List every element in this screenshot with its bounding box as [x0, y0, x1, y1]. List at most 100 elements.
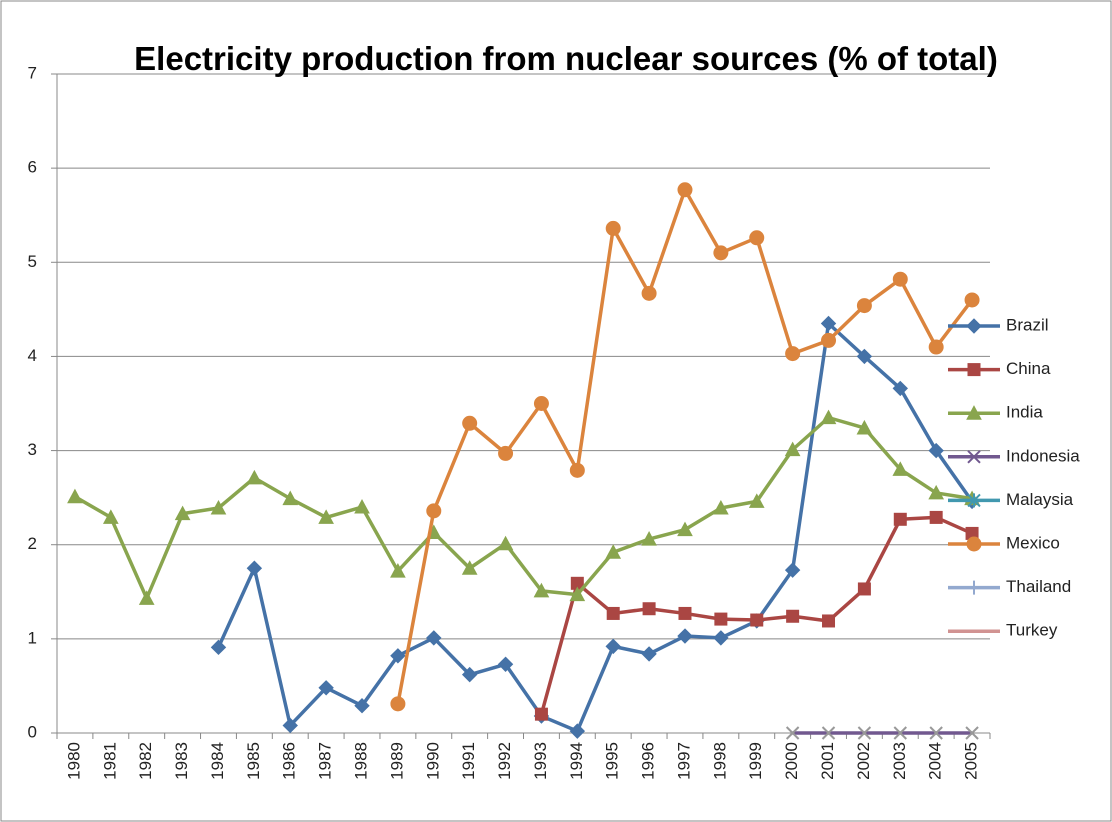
series-marker [821, 332, 837, 348]
series-marker [784, 441, 801, 457]
legend-marker [967, 450, 981, 464]
series-marker [857, 582, 871, 596]
series-marker [786, 609, 800, 623]
series-marker [605, 220, 621, 236]
series-marker [965, 726, 979, 740]
series-marker [67, 488, 83, 504]
series-marker [282, 717, 298, 734]
x-tick-label: 1987 [316, 742, 335, 780]
series-marker [605, 544, 622, 559]
series-marker [713, 499, 729, 515]
legend-label: China [1006, 359, 1051, 378]
x-tick-label: 1988 [352, 742, 371, 780]
series-marker [893, 726, 907, 740]
series-marker [928, 339, 944, 355]
x-tick-label: 2005 [962, 742, 981, 780]
series-marker [354, 697, 370, 714]
series-marker [856, 298, 872, 314]
series-marker [498, 445, 514, 461]
series-marker [748, 493, 765, 508]
series-marker [713, 630, 729, 646]
legend-label: Brazil [1006, 315, 1049, 334]
series-marker [210, 499, 227, 515]
x-tick-label: 1983 [172, 742, 191, 780]
y-tick-label: 2 [28, 534, 37, 553]
x-tick-label: 1997 [674, 742, 693, 780]
series-marker [856, 419, 873, 435]
series-marker [750, 613, 764, 627]
y-tick-label: 4 [28, 346, 37, 365]
series-marker [822, 614, 836, 628]
series-marker [714, 612, 728, 626]
series-marker [390, 648, 406, 664]
series-marker [677, 521, 693, 537]
series-marker [210, 639, 227, 656]
x-tick-label: 1986 [280, 742, 299, 780]
legend-label: India [1006, 403, 1043, 422]
series-marker [749, 230, 765, 246]
series-marker [785, 346, 801, 362]
y-tick-label: 5 [28, 252, 37, 271]
series-marker [462, 415, 478, 431]
series-marker [713, 245, 729, 261]
y-tick-label: 3 [28, 440, 37, 459]
series-marker [246, 560, 263, 576]
legend-marker [967, 363, 981, 377]
series-marker [497, 535, 514, 551]
series-marker [569, 586, 586, 602]
x-tick-label: 1981 [100, 742, 119, 780]
series-marker [641, 285, 657, 301]
x-tick-label: 1985 [244, 742, 263, 780]
series-marker [318, 509, 334, 524]
series-marker [641, 646, 657, 662]
x-tick-label: 2002 [854, 742, 873, 780]
series-marker [246, 469, 263, 485]
x-tick-label: 2000 [782, 742, 801, 780]
series-marker [461, 560, 478, 575]
series-marker [533, 396, 549, 411]
legend-label: Mexico [1006, 533, 1060, 552]
chart-title: Electricity production from nuclear sour… [134, 40, 998, 77]
series-marker [641, 531, 657, 546]
series-marker [892, 271, 908, 287]
x-tick-label: 1996 [639, 742, 658, 780]
series-marker [569, 462, 585, 478]
series-marker [929, 726, 943, 740]
series-marker [426, 503, 442, 519]
series-marker [928, 484, 945, 500]
series-marker [893, 512, 907, 526]
series-marker [785, 726, 800, 740]
legend-marker [967, 580, 981, 595]
series-marker [354, 499, 370, 514]
x-tick-label: 1989 [387, 742, 406, 780]
x-tick-label: 2004 [926, 742, 945, 780]
x-tick-label: 1984 [208, 742, 227, 780]
series-marker [642, 602, 656, 616]
series-marker [605, 638, 621, 655]
series-marker [606, 606, 620, 620]
series-marker [820, 409, 837, 425]
legend-marker [966, 405, 982, 420]
y-tick-label: 1 [28, 628, 37, 647]
series-marker [174, 505, 191, 521]
series-marker [892, 461, 909, 476]
legend-label: Turkey [1006, 621, 1058, 640]
x-tick-label: 1998 [710, 742, 729, 780]
series-line [216, 321, 974, 733]
series-marker [497, 656, 514, 672]
series-marker [964, 292, 980, 308]
series-marker [138, 590, 155, 605]
series-marker [569, 723, 586, 739]
x-tick-label: 1994 [567, 742, 586, 780]
series-marker [282, 490, 299, 506]
legend-marker [967, 493, 981, 508]
series-marker [102, 509, 119, 524]
x-tick-label: 1982 [136, 742, 155, 780]
x-tick-label: 1993 [531, 742, 550, 780]
series-marker [318, 680, 334, 696]
y-tick-label: 0 [28, 722, 37, 741]
legend-label: Malaysia [1006, 490, 1074, 509]
series-marker [390, 696, 406, 712]
